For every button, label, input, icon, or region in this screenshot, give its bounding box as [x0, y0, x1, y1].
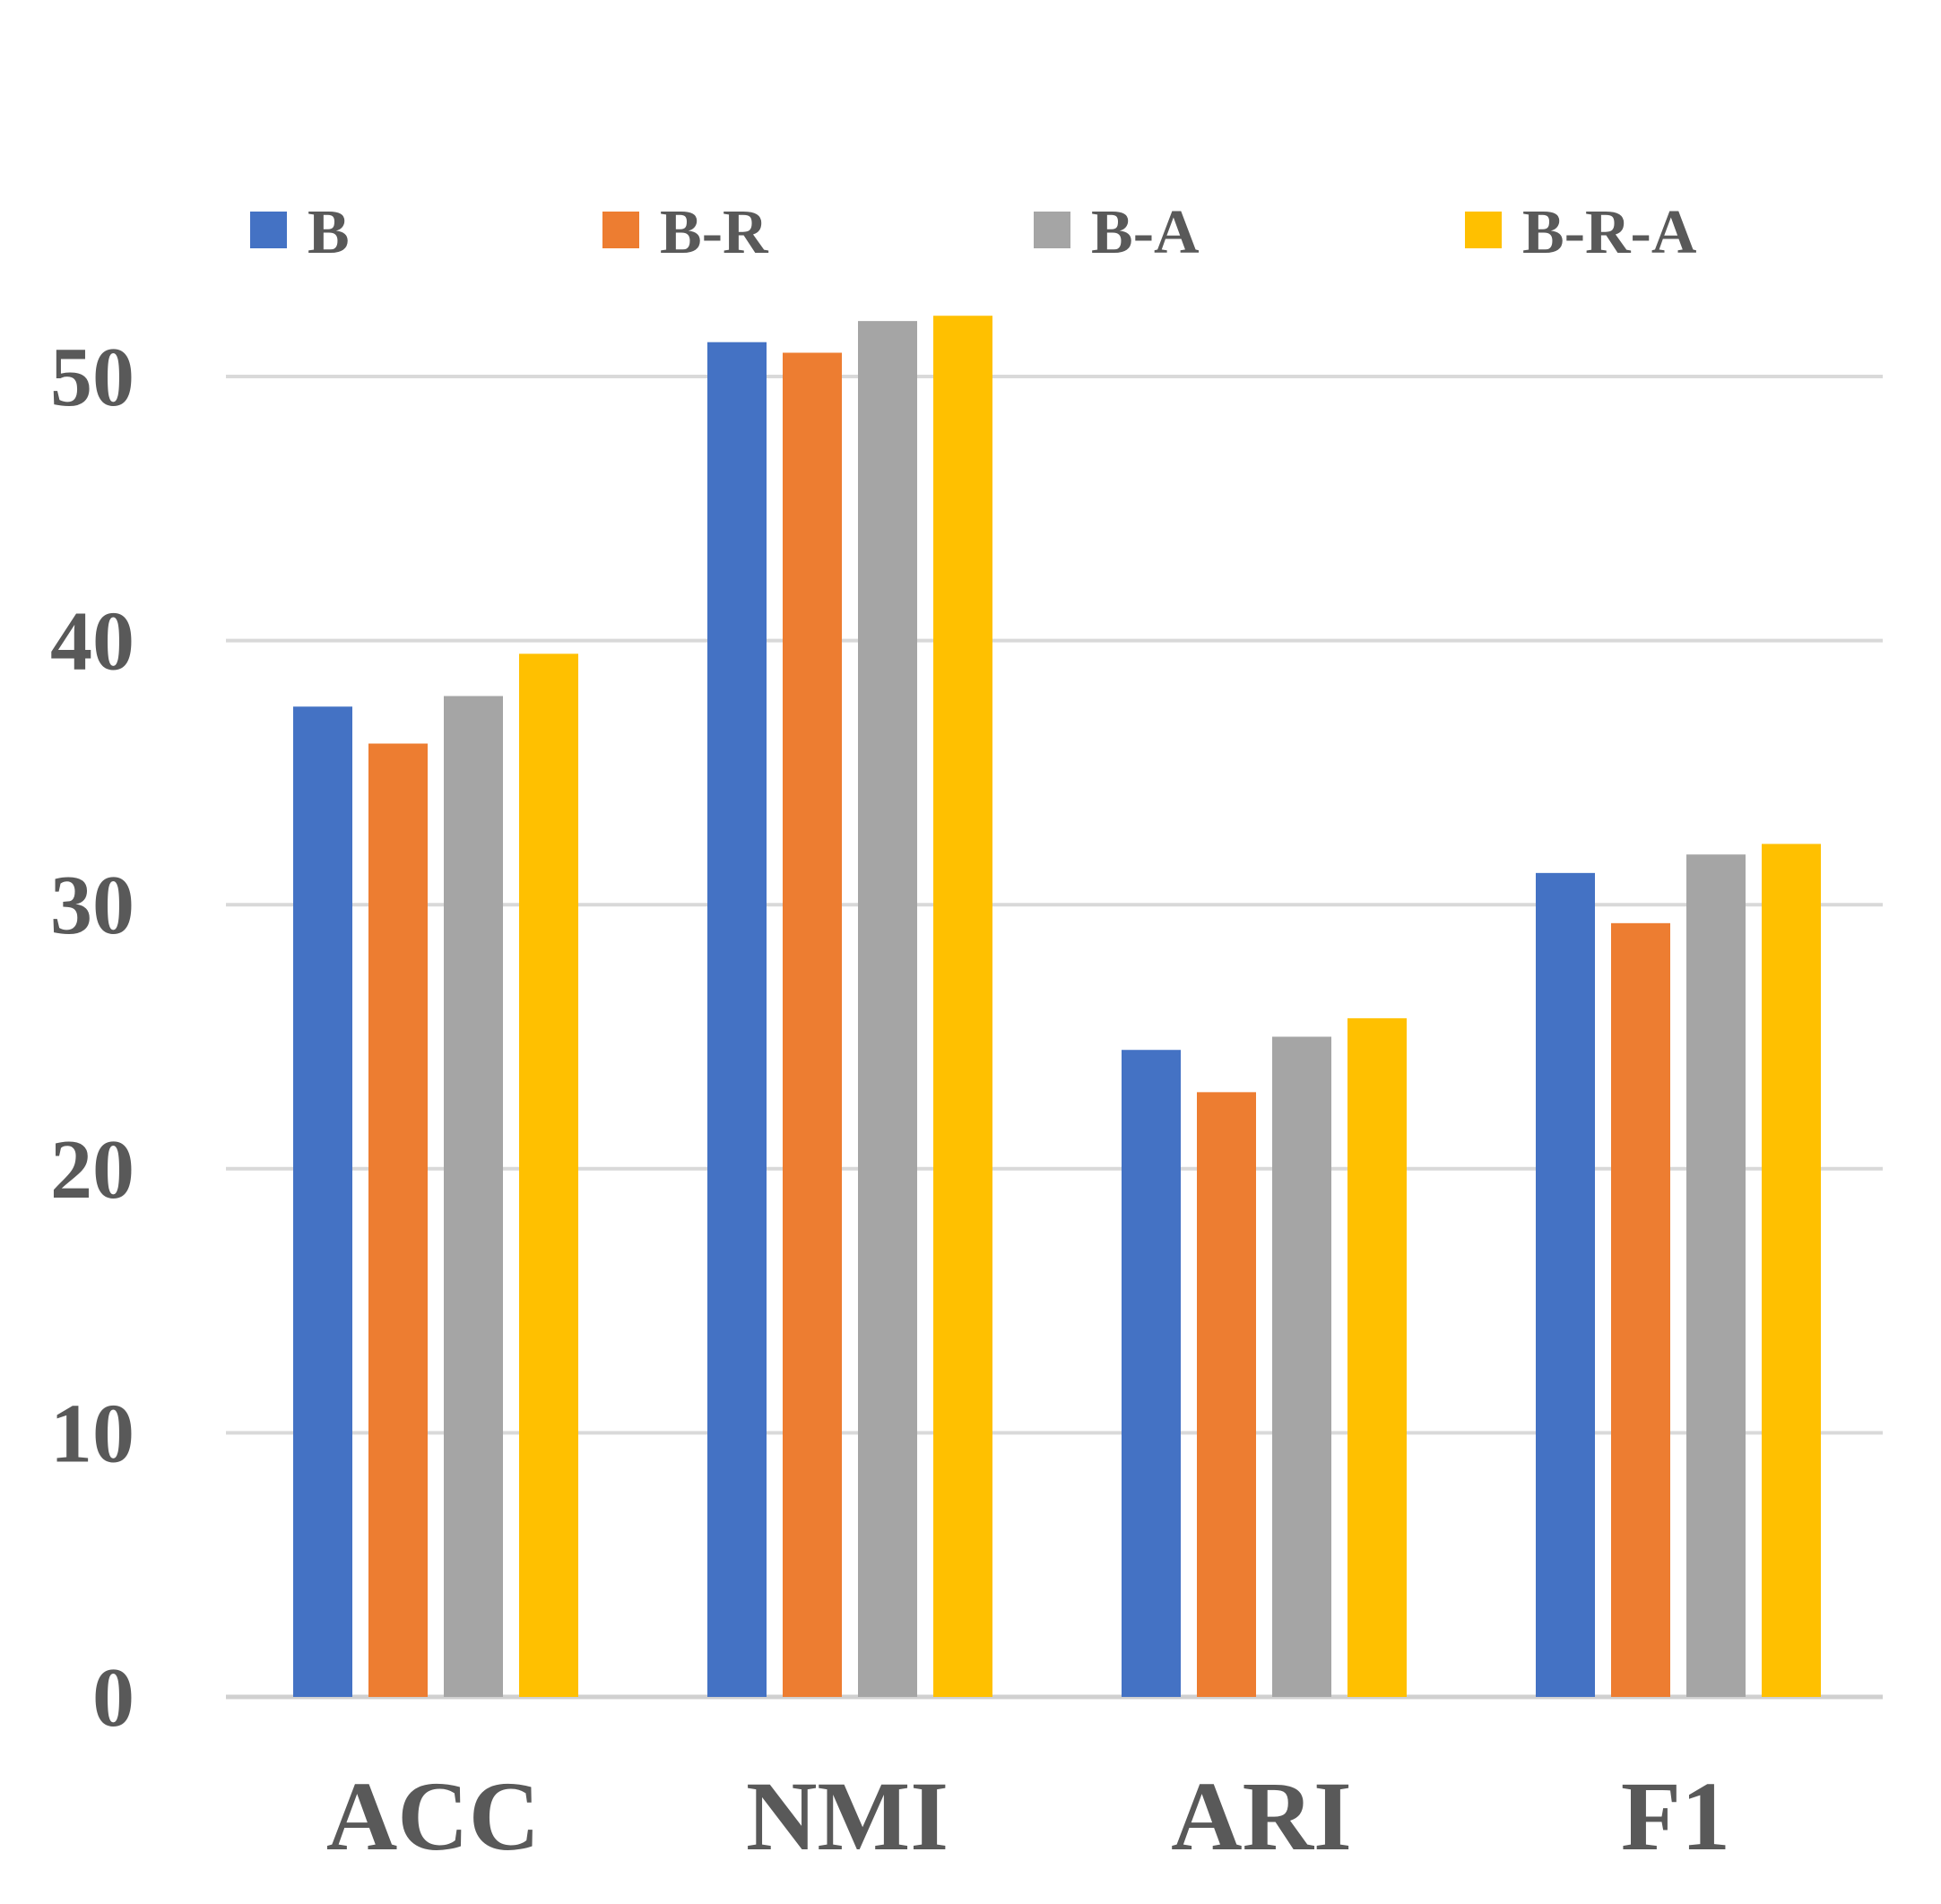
x-category-label: NMI: [746, 1761, 949, 1871]
legend-swatch: [602, 212, 639, 248]
y-tick-label: 40: [50, 595, 134, 688]
y-tick-label: 50: [50, 331, 134, 424]
x-category-label: ACC: [326, 1761, 540, 1871]
legend-swatch: [250, 212, 287, 248]
bar-ari-b-r: [1197, 1092, 1256, 1697]
x-category-label: ARI: [1171, 1761, 1352, 1871]
legend-label: B-R: [660, 198, 769, 267]
legend-swatch: [1034, 212, 1070, 248]
y-tick-label: 20: [50, 1123, 134, 1216]
bar-ari-b-r-a: [1347, 1017, 1407, 1697]
bar-acc-b: [293, 706, 352, 1697]
bar-nmi-b-r: [783, 352, 842, 1698]
x-category-label: F1: [1621, 1761, 1730, 1871]
x-axis-labels: ACC NMI ARI F1: [326, 1761, 1730, 1871]
y-tick-label: 0: [92, 1651, 134, 1744]
bar-acc-b-a: [444, 696, 503, 1697]
legend-label: B-R-A: [1522, 198, 1697, 267]
y-axis-ticks: 0 10 20 30 40 50: [50, 331, 134, 1744]
bar-acc-b-r: [368, 743, 428, 1697]
y-tick-label: 10: [50, 1387, 134, 1480]
bar-ari-b-a: [1272, 1036, 1331, 1697]
y-tick-label: 30: [50, 859, 134, 952]
bar-f1-b-r: [1611, 922, 1670, 1697]
bar-nmi-b-a: [858, 321, 917, 1697]
bar-f1-b-r-a: [1762, 844, 1821, 1697]
bar-nmi-b: [707, 342, 767, 1697]
bar-ari-b: [1122, 1050, 1181, 1697]
bar-f1-b: [1536, 872, 1595, 1697]
bars: [293, 316, 1821, 1698]
legend: B B-R B-A B-R-A: [250, 198, 1697, 267]
legend-label: B-A: [1091, 198, 1200, 267]
bar-f1-b-a: [1686, 854, 1746, 1697]
legend-swatch: [1465, 212, 1502, 248]
bar-acc-b-r-a: [519, 653, 578, 1697]
legend-label: B: [308, 198, 350, 267]
bar-nmi-b-r-a: [933, 316, 992, 1698]
